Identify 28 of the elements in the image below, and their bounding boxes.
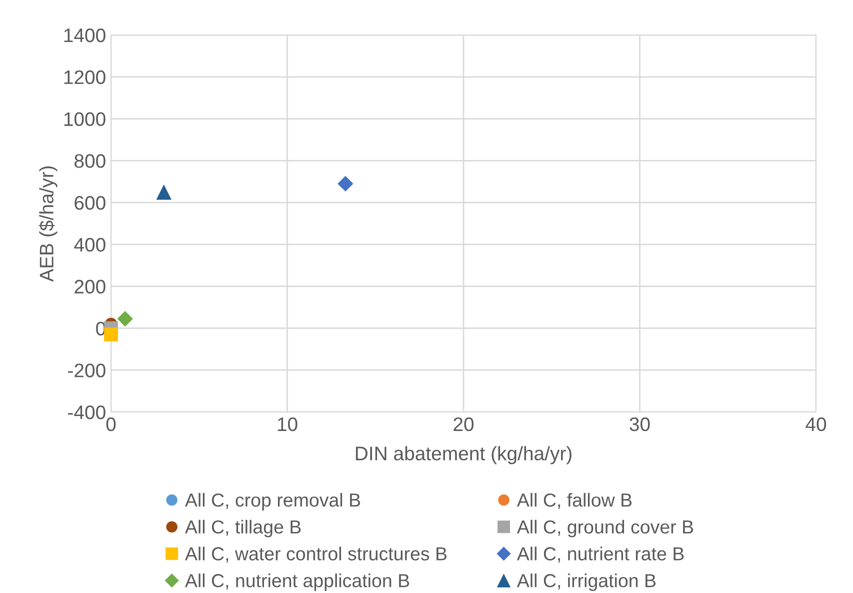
x-tick-label: 20 [454,417,474,432]
y-tick-label: 600 [74,196,106,210]
point [117,310,133,327]
y-tick-label: 1000 [64,112,106,126]
point [156,184,172,200]
legend-label: All C, nutrient rate B [516,546,684,563]
legend-label: All C, crop removal B [184,492,360,510]
legend-label: All C, nutrient application B [184,574,410,592]
x-tick-label: 0 [106,417,116,432]
point [104,328,118,342]
legend-label: All C, fallow B [516,492,632,509]
y-axis-title: AEB ($/ha/yr) [38,166,58,282]
x-tick-label: 30 [630,417,650,432]
y-tick-label: 800 [74,154,106,168]
legend-label: All C, ground cover B [516,520,694,538]
point [338,176,354,192]
x-tick-label: 40 [806,417,826,432]
y-tick-label: 1400 [64,28,106,42]
legend-label: All C, irrigation B [516,574,656,592]
y-tick-label: 200 [74,280,106,294]
y-tick-label: -200 [68,364,106,378]
y-tick-label: 400 [74,238,106,252]
x-axis-title: DIN abatement (kg/ha/yr) [356,446,572,464]
y-tick-label: -400 [68,405,106,420]
y-tick-label: 1200 [64,70,106,84]
legend-label: All C, tillage B [184,520,301,538]
x-tick-label: 10 [278,417,298,432]
legend-label: All C, water control structures B [184,546,447,563]
